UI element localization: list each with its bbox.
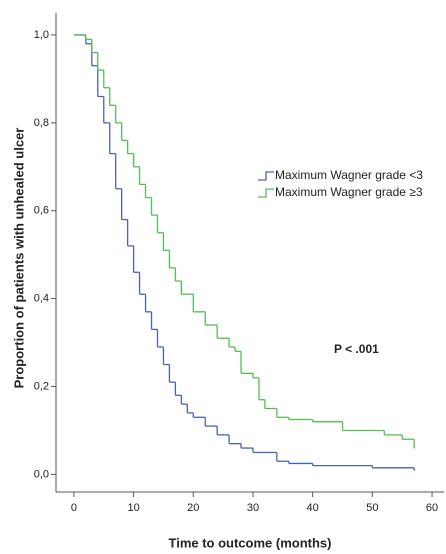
x-tick-label: 20 (187, 502, 199, 514)
x-tick-label: 10 (127, 502, 139, 514)
legend-label: Maximum Wagner grade ≥3 (275, 185, 423, 199)
y-tick-label: 1,0 (34, 29, 49, 41)
legend-symbol (258, 171, 274, 181)
x-tick-label: 0 (71, 502, 77, 514)
y-tick-label: 0,2 (34, 380, 49, 392)
legend-symbol (258, 188, 274, 198)
x-tick-label: 40 (307, 502, 319, 514)
x-axis-title: Time to outcome (months) (169, 535, 332, 550)
x-tick-label: 30 (247, 502, 259, 514)
y-tick-label: 0,4 (34, 293, 49, 305)
y-axis-title: Proportion of patients with unhealed ulc… (11, 128, 26, 389)
y-tick-label: 0,6 (34, 205, 49, 217)
x-tick-label: 60 (426, 502, 438, 514)
annotation: P < .001 (334, 342, 379, 356)
legend-label: Maximum Wagner grade <3 (275, 168, 423, 182)
y-tick-label: 0,0 (34, 468, 49, 480)
y-tick-label: 0,8 (34, 117, 49, 129)
x-tick-label: 50 (366, 502, 378, 514)
